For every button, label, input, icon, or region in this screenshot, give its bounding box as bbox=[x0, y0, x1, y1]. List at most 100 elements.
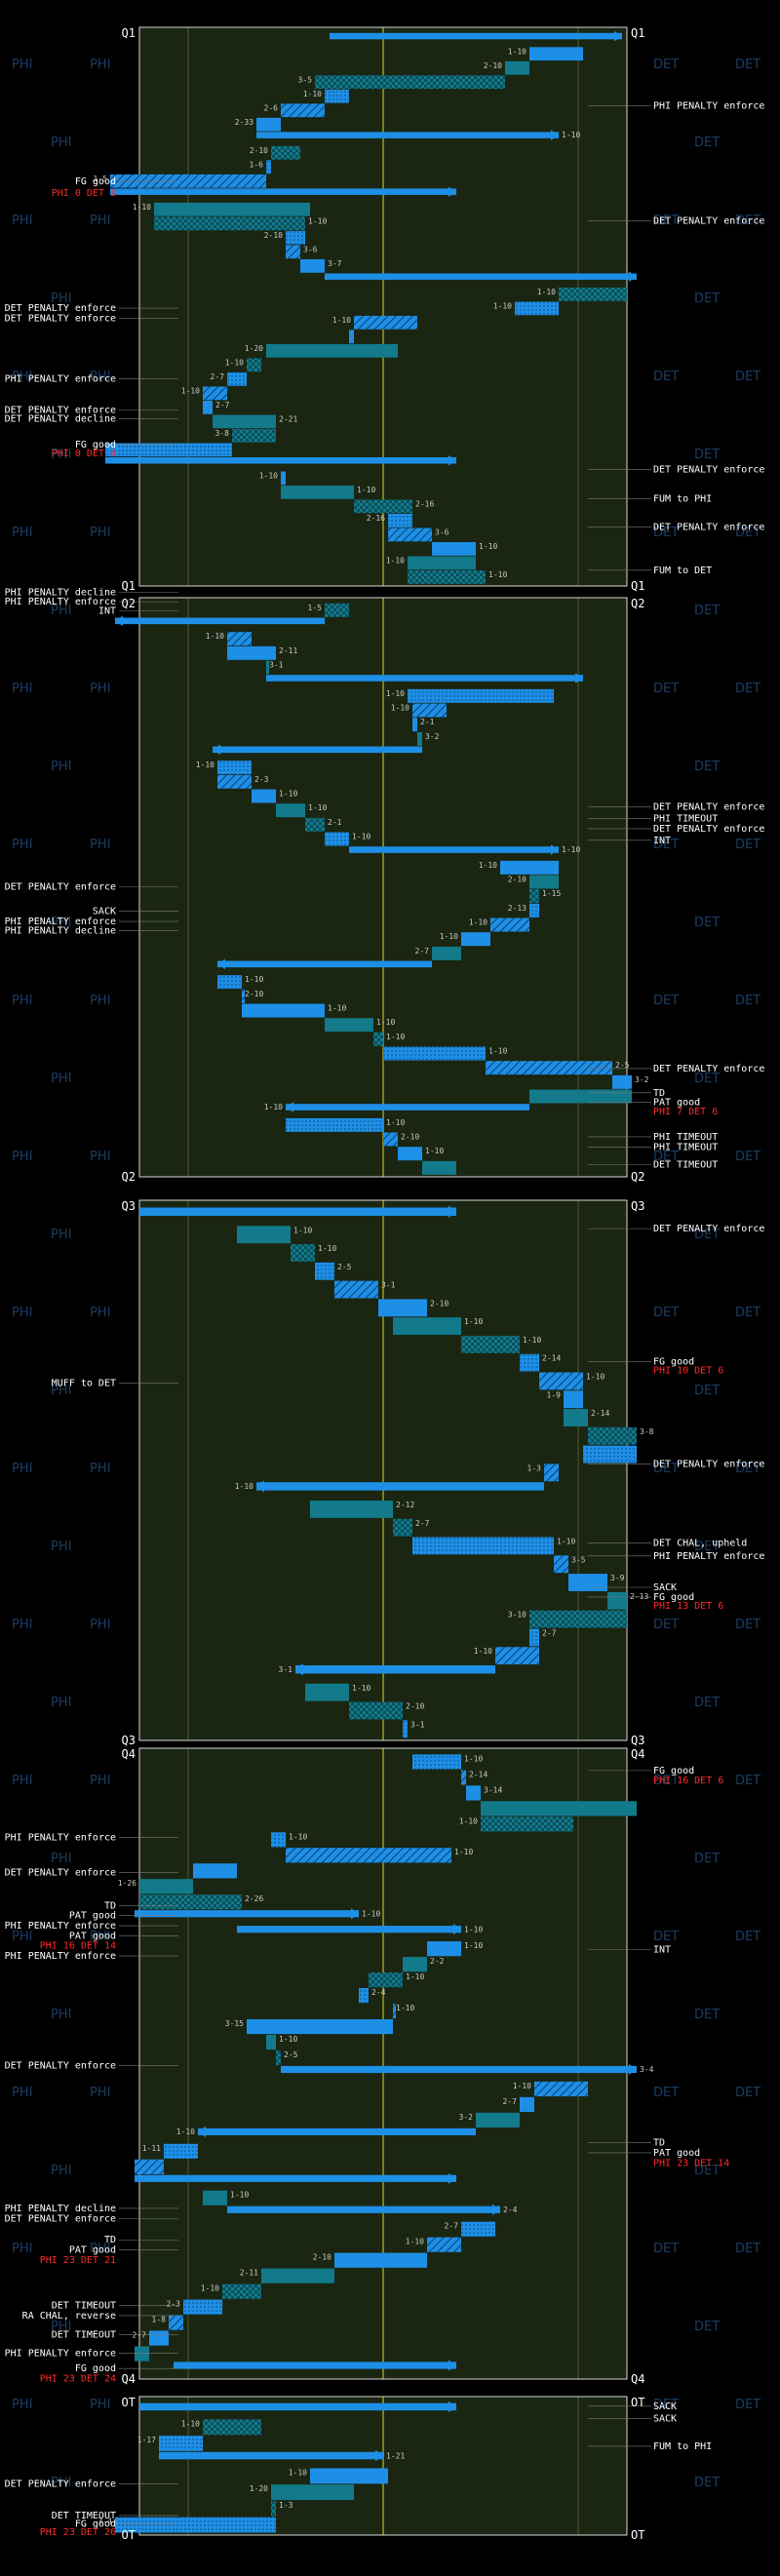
annotation-text: DET PENALTY enforce bbox=[5, 881, 116, 892]
down-distance-label: 1-10 bbox=[562, 131, 580, 139]
play-bar bbox=[432, 946, 461, 960]
play-bar bbox=[266, 2034, 276, 2050]
play-bar bbox=[588, 1426, 637, 1445]
watermark-team-right: DET bbox=[735, 526, 760, 540]
play-bar bbox=[286, 1104, 529, 1111]
annotation-text: FUM to DET bbox=[653, 566, 712, 576]
play-arrowhead bbox=[492, 2204, 500, 2215]
down-distance-label: 1-10 bbox=[464, 1941, 483, 1950]
watermark-team-right: DET bbox=[694, 448, 720, 462]
play-arrowhead bbox=[629, 271, 637, 282]
play-bar bbox=[115, 617, 325, 625]
play-bar bbox=[276, 803, 305, 818]
down-distance-label: 2-10 bbox=[406, 1702, 424, 1711]
play-bar bbox=[271, 1832, 286, 1848]
play-bar bbox=[534, 2081, 588, 2097]
play-bar bbox=[217, 761, 252, 775]
play-bar bbox=[271, 2500, 276, 2517]
play-bar bbox=[281, 471, 286, 486]
quarter-frame bbox=[138, 1747, 628, 2380]
play-bar bbox=[261, 2268, 334, 2283]
play-bar bbox=[490, 917, 529, 932]
down-distance-label: 2-7 bbox=[215, 401, 230, 410]
watermark-team-left: PHI bbox=[12, 2086, 32, 2100]
annotation-text: DET PENALTY enforce bbox=[653, 801, 764, 812]
annotation-text: PHI PENALTY enforce bbox=[5, 597, 116, 607]
field-layer bbox=[138, 26, 628, 2536]
down-distance-label: 1-15 bbox=[542, 889, 561, 898]
quarter-label: Q4 bbox=[122, 2372, 136, 2386]
play-bar bbox=[461, 932, 490, 947]
watermark-team-left: PHI bbox=[51, 1384, 71, 1398]
play-bar bbox=[139, 1879, 193, 1894]
play-bar bbox=[520, 1353, 539, 1372]
down-distance-label: 1-3 bbox=[527, 1464, 542, 1472]
down-distance-label: 1-10 bbox=[440, 932, 458, 941]
watermark-team-right: DET bbox=[694, 2164, 720, 2178]
play-bar bbox=[310, 1500, 393, 1518]
watermark-team-right: DET bbox=[653, 58, 679, 72]
play-arrowhead bbox=[115, 615, 123, 627]
play-bar bbox=[139, 1894, 242, 1910]
down-distance-label: 2-7 bbox=[445, 2222, 459, 2231]
down-distance-label: 2-11 bbox=[240, 2269, 258, 2278]
watermark-team-left: PHI bbox=[12, 1930, 32, 1944]
play-bar bbox=[461, 1335, 520, 1353]
down-distance-label: 2-21 bbox=[279, 414, 297, 423]
down-distance-label: 3-1 bbox=[269, 661, 284, 670]
play-bar bbox=[564, 1390, 583, 1409]
watermark-team-right: DET bbox=[653, 1462, 679, 1476]
watermark-team-right: DET bbox=[653, 1774, 679, 1788]
watermark-team-left: PHI bbox=[51, 1540, 71, 1554]
down-distance-label: 2-1 bbox=[420, 718, 435, 726]
down-distance-label: 3-7 bbox=[328, 259, 342, 268]
watermark-team-left: PHI bbox=[90, 1150, 110, 1164]
play-bar bbox=[612, 1074, 632, 1089]
down-distance-label: 1-10 bbox=[454, 1848, 473, 1856]
watermark-team-left: PHI bbox=[90, 838, 110, 852]
annotation-text: PHI 10 DET 6 bbox=[653, 1365, 723, 1376]
play-bar bbox=[559, 287, 627, 301]
play-bar bbox=[247, 358, 261, 372]
play-bar bbox=[349, 330, 354, 344]
watermark-team-right: DET bbox=[653, 2086, 679, 2100]
down-distance-label: 1-10 bbox=[386, 1033, 405, 1041]
annotation-text: PHI 23 DET 24 bbox=[40, 2374, 116, 2385]
annotation-text: DET TIMEOUT bbox=[653, 1159, 718, 1170]
annotation-text: FG good bbox=[653, 1592, 694, 1603]
annotation-text: FG good bbox=[75, 176, 116, 187]
play-bar bbox=[408, 688, 554, 703]
play-bar bbox=[393, 1518, 412, 1537]
annotation-text: PHI 13 DET 6 bbox=[653, 1601, 723, 1612]
watermark-team-left: PHI bbox=[51, 1228, 71, 1242]
down-distance-label: 1-10 bbox=[279, 2035, 297, 2044]
annotation-text: RA CHAL, reverse bbox=[22, 2311, 116, 2322]
play-bar bbox=[334, 1280, 378, 1299]
down-distance-label: 3-4 bbox=[98, 2517, 113, 2526]
annotation-text: SACK bbox=[653, 2414, 677, 2425]
annotation-text: DET PENALTY enforce bbox=[5, 2061, 116, 2072]
watermark-team-right: DET bbox=[735, 2242, 760, 2256]
down-distance-label: 1-10 bbox=[464, 1925, 483, 1933]
watermark-team-right: DET bbox=[694, 2008, 720, 2022]
annotation-text: TD bbox=[653, 2138, 665, 2149]
annotation-text: PAT good bbox=[69, 1931, 116, 1941]
play-bar bbox=[213, 414, 276, 429]
watermark-layer: PHI PHI DET DET PHI DET PHI PHI DET DET PHI DET PHI P… bbox=[12, 58, 760, 2490]
watermark-team-right: DET bbox=[735, 214, 760, 228]
watermark-team-right: DET bbox=[735, 370, 760, 384]
annotation-text: PAT good bbox=[69, 2245, 116, 2256]
watermark-team-right: DET bbox=[653, 526, 679, 540]
play-bar bbox=[291, 1244, 315, 1262]
play-bar bbox=[242, 1003, 325, 1018]
down-distance-label: 1-10 bbox=[289, 2469, 307, 2478]
play-bar bbox=[544, 1464, 559, 1482]
down-distance-label: 3-6 bbox=[435, 528, 449, 537]
down-distance-label: 3-2 bbox=[635, 1075, 649, 1084]
down-distance-label: 2-5 bbox=[615, 1061, 630, 1070]
annotation-text: PHI PENALTY enforce bbox=[5, 1951, 116, 1962]
quarter-frame bbox=[138, 1199, 628, 1741]
down-distance-label: 1-10 bbox=[196, 761, 214, 769]
annotation-text: MUFF to DET bbox=[52, 1379, 116, 1389]
